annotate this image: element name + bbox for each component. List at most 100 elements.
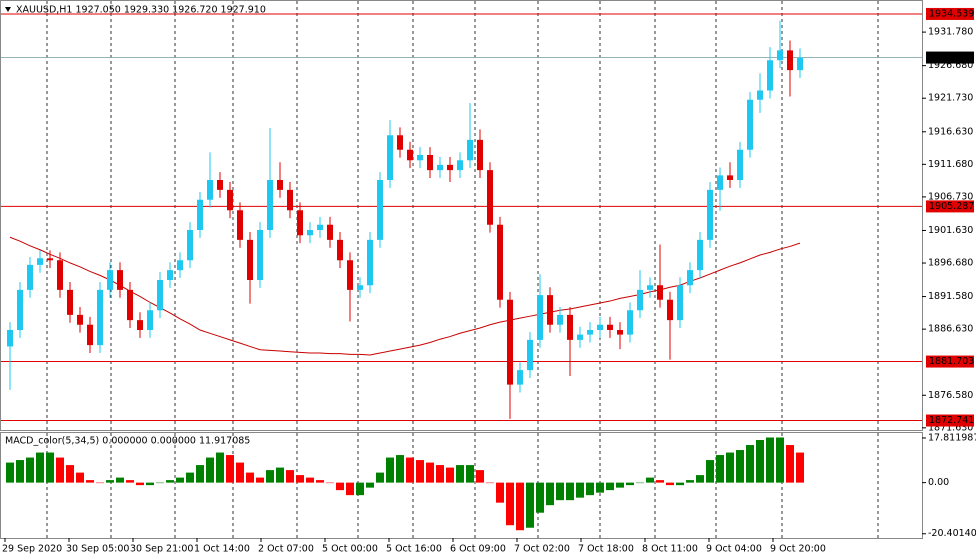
x-tick-label: 6 Oct 09:00 [450,544,506,555]
macd-bar [326,482,334,484]
candle-body [597,324,603,330]
macd-bar [36,452,44,483]
macd-bar [316,480,324,483]
candle-body [537,295,543,340]
candle-body [367,239,373,286]
macd-bar [146,482,154,486]
macd-bar [286,470,294,483]
macd-bar [276,467,284,483]
level-tag [926,414,974,427]
y-tick-label: 1906.730 [928,191,973,202]
y-tick-label: 0.00 [928,477,949,488]
candle-body [357,285,363,290]
macd-bar [496,482,504,503]
candle-body [407,149,413,161]
macd-bar [636,482,644,484]
candle-body [607,324,613,330]
macd-bar [756,440,764,483]
macd-bar [366,482,374,488]
candle-body [207,180,213,200]
macd-bar [426,462,434,483]
macd-bar [186,472,194,483]
candle-body [147,310,153,330]
level-tag [926,7,974,20]
candle-body [307,230,313,236]
macd-bar [156,482,164,484]
y-tick-label: 1871.630 [928,422,973,433]
x-tick-label: 9 Oct 20:00 [770,544,826,555]
candle-body [337,239,343,261]
candle-body [217,180,223,190]
y-tick-label: -20.401407 [928,528,976,539]
level-label: 1905.287 [929,201,974,212]
candle-body [737,149,743,180]
candle-body [167,270,173,280]
macd-bar [466,465,474,483]
candle-body [647,285,653,290]
collapse-icon[interactable] [5,7,11,12]
x-tick-label: 8 Oct 11:00 [642,544,698,555]
x-tick-label: 1 Oct 14:00 [194,544,250,555]
y-tick-label: 1901.630 [928,225,973,236]
macd-bar [526,482,534,528]
candle-body [637,289,643,311]
macd-bar [26,457,34,483]
candle-body [317,224,323,230]
macd-bar [216,452,224,483]
macd-bar [546,482,554,506]
candle-body [297,210,303,236]
x-tick-label: 30 Sep 21:00 [130,544,193,555]
candle-body [347,260,353,290]
macd-bar [646,477,654,483]
current-price-tag [926,51,974,64]
candle-body [617,330,623,335]
macd-bar [236,462,244,483]
candle-body [517,370,523,385]
x-tick-label: 5 Oct 16:00 [386,544,442,555]
candle-body [27,264,33,290]
macd-panel [0,432,923,539]
candle-body [37,258,43,265]
macd-bar [706,460,714,483]
macd-bar [606,482,614,491]
candle-body [87,324,93,346]
level-label: 1881.703 [929,356,974,367]
macd-bar [796,452,804,483]
candle-body [237,210,243,240]
y-tick-label: 1876.580 [928,390,973,401]
candle-body [277,180,283,190]
candle-body [47,258,53,261]
candle-body [427,155,433,171]
macd-bar [116,477,124,483]
macd-bar [586,482,594,496]
x-tick-label: 7 Oct 18:00 [578,544,634,555]
macd-bar [296,475,304,483]
candle-body [187,230,193,261]
macd-bar [416,460,424,483]
candle-body [627,310,633,335]
macd-bar [336,482,344,491]
candle-body [587,330,593,335]
macd-bar [136,482,144,486]
candle-body [97,289,103,346]
candle-body [497,224,503,300]
x-tick-label: 30 Sep 05:00 [66,544,129,555]
level-tag [926,355,974,368]
macd-bar [86,480,94,483]
candle-body [677,285,683,321]
macd-bar [446,467,454,483]
macd-bar [166,480,174,483]
candle-body [547,295,553,325]
y-tick-label: 1926.680 [928,60,973,71]
macd-bar [626,482,634,486]
macd-bar [386,457,394,483]
candle-body [227,189,233,211]
macd-bar [476,470,484,483]
candle-body [577,334,583,340]
macd-bar [696,475,704,483]
candle-body [417,155,423,161]
candle-body [257,230,263,280]
candle-body [727,175,733,180]
macd-bar [596,482,604,493]
